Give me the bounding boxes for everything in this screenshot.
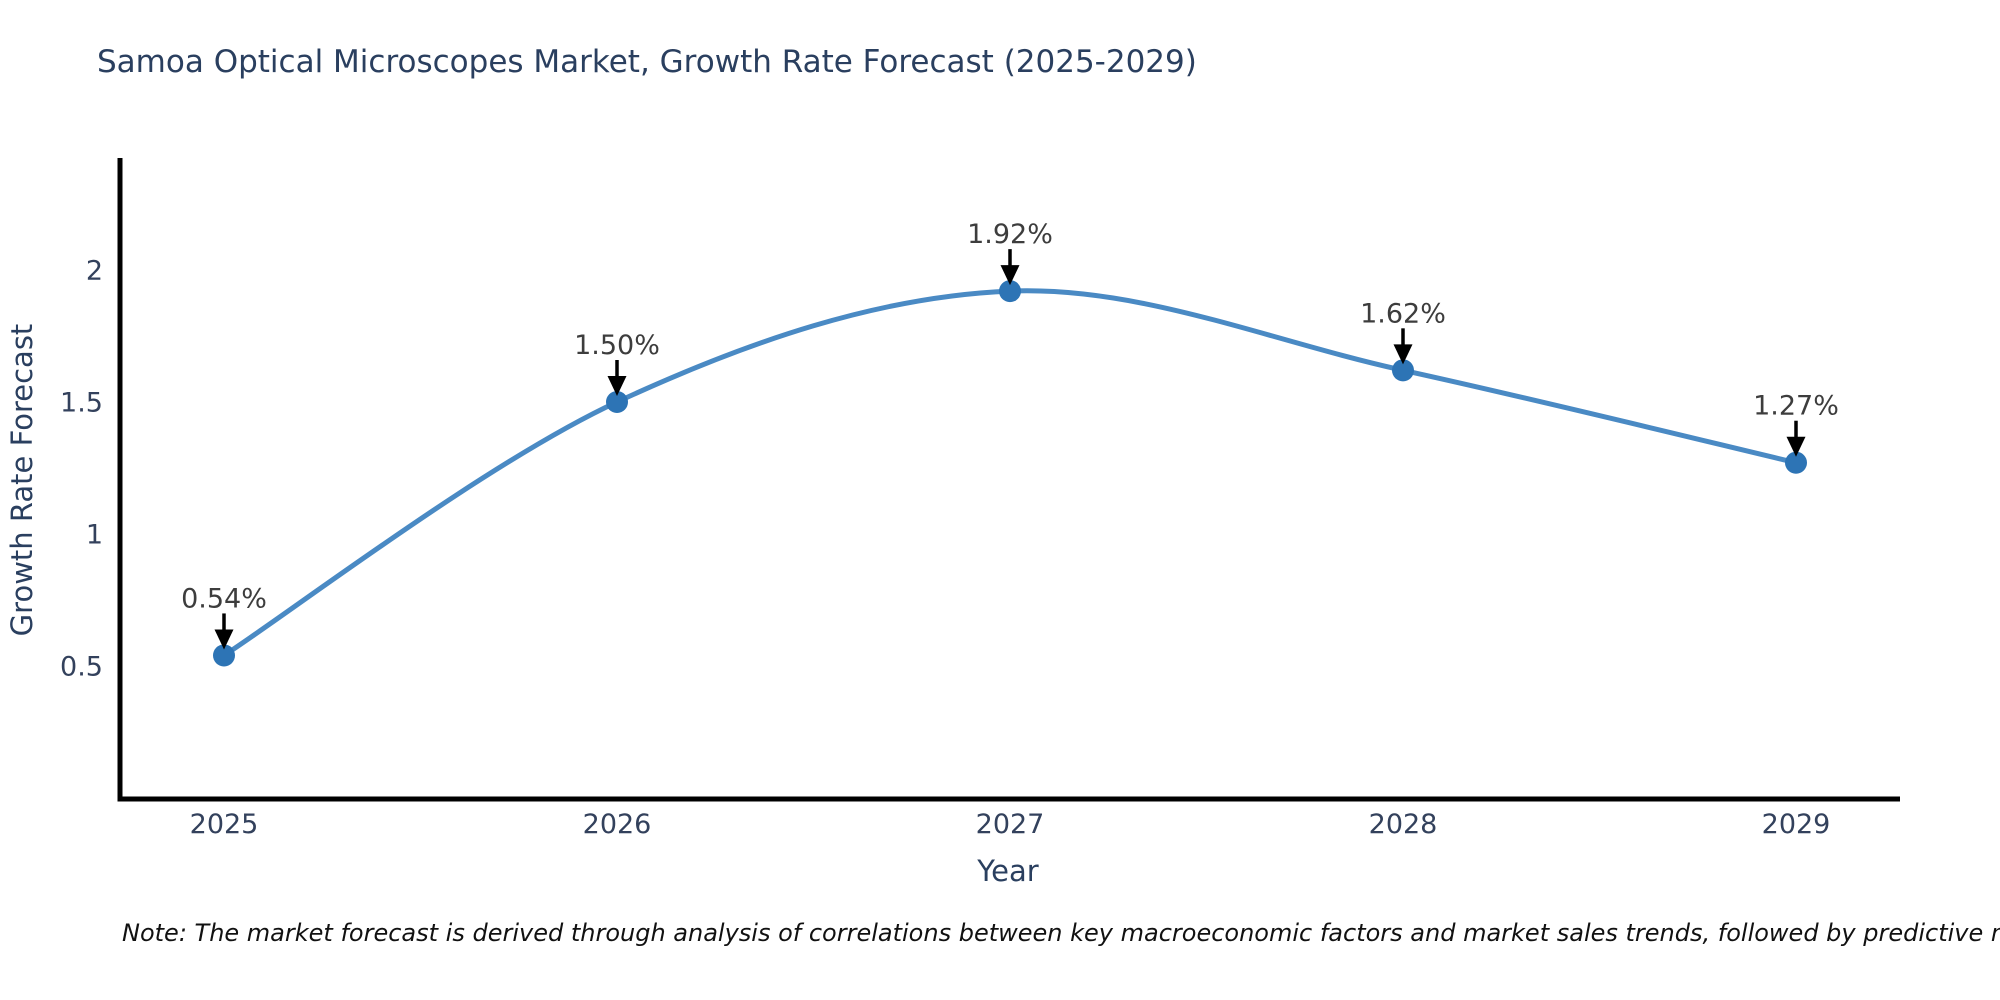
annotation-label-2027: 1.92%	[967, 219, 1053, 250]
x-tick-label-2026: 2026	[583, 809, 652, 840]
y-tick-label-1: 1	[86, 520, 103, 551]
y-axis-title: Growth Rate Forecast	[5, 324, 39, 637]
footnote: Note: The market forecast is derived thr…	[122, 919, 2000, 947]
annotation-arrow-head-2029	[1786, 436, 1806, 457]
annotation-label-2026: 1.50%	[574, 330, 660, 361]
x-tick-label-2025: 2025	[190, 809, 259, 840]
y-tick-label-2: 2	[86, 256, 103, 287]
y-tick-label-1.5: 1.5	[60, 388, 103, 419]
annotation-arrow-head-2028	[1393, 344, 1413, 365]
annotation-label-2029: 1.27%	[1753, 391, 1839, 422]
annotation-arrow-head-2026	[607, 376, 627, 396]
data-point-2029	[1785, 451, 1807, 474]
trend-line	[221, 288, 1799, 658]
data-point-2025	[213, 644, 235, 667]
x-tick-label-2027: 2027	[976, 809, 1045, 840]
data-point-2028	[1392, 359, 1414, 382]
x-tick-label-2028: 2028	[1369, 809, 1438, 840]
annotation-label-2025: 0.54%	[181, 583, 267, 614]
annotation-arrow-head-2027	[1000, 265, 1020, 286]
annotation-label-2028: 1.62%	[1360, 298, 1446, 329]
chart-title: Samoa Optical Microscopes Market, Growth…	[97, 44, 1197, 80]
annotation-arrow-head-2025	[214, 629, 234, 650]
x-axis-title: Year	[976, 854, 1038, 888]
data-point-2027	[999, 280, 1021, 303]
x-tick-label-2029: 2029	[1762, 809, 1831, 840]
plot-area: 2 1.5 1 0.5 2025 2026 2027 2028 2029 0.54% 1.50% 1.…	[60, 219, 1839, 840]
data-point-2026	[606, 391, 628, 413]
y-tick-label-0.5: 0.5	[60, 652, 103, 683]
